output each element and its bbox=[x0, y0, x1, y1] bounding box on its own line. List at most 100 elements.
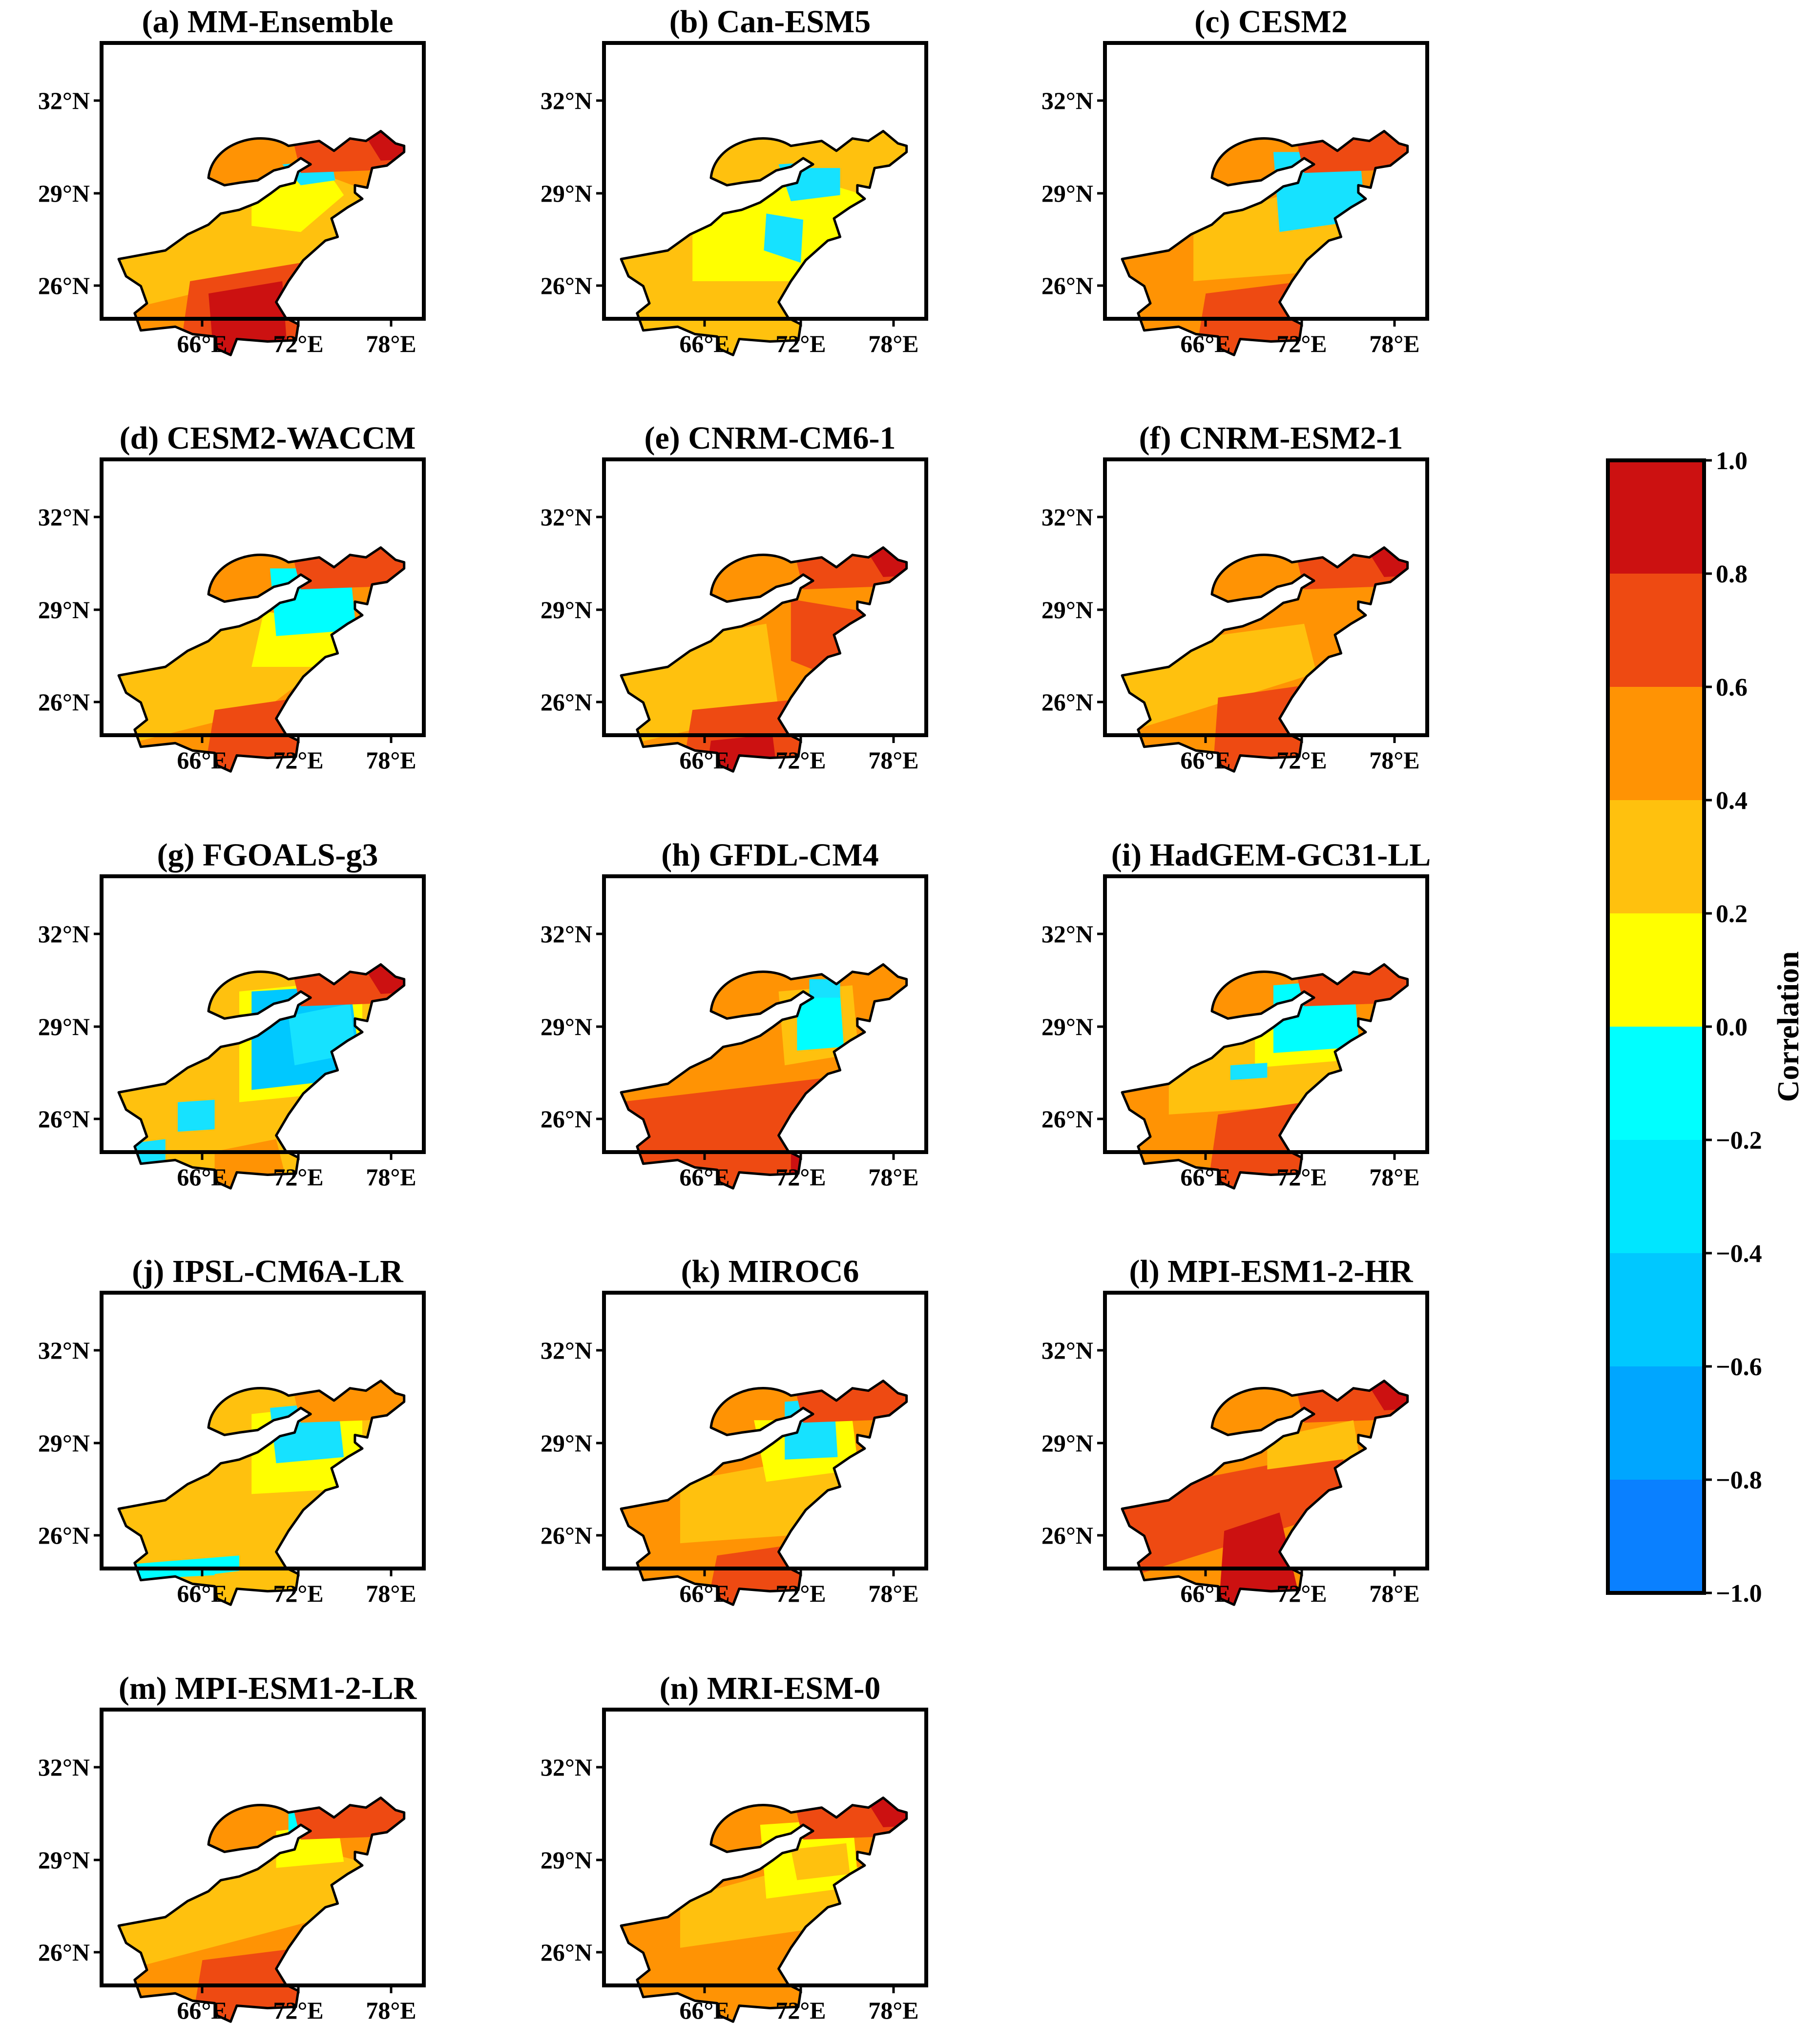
panel-title: (a) MM-Ensemble bbox=[142, 4, 393, 40]
colorbar-band bbox=[1608, 574, 1704, 687]
map-frame-border bbox=[602, 1708, 928, 1987]
map-frame-border bbox=[100, 457, 426, 737]
lat-tick-label: 26°N bbox=[1041, 1522, 1093, 1549]
lat-tick-label: 32°N bbox=[1041, 920, 1093, 948]
map-frame-border bbox=[602, 41, 928, 321]
map-frame-border bbox=[602, 457, 928, 737]
panel-cnrm-esm2-1: (f) CNRM-ESM2-1 32°N 29°N 26°N 66°E 72°E 78°E bbox=[1041, 420, 1429, 774]
map-frame-border bbox=[602, 874, 928, 1154]
lon-tick-label: 66°E bbox=[177, 1580, 227, 1607]
correlation-region bbox=[764, 213, 803, 263]
lon-tick-label: 72°E bbox=[775, 1580, 826, 1607]
lon-tick-label: 66°E bbox=[1180, 746, 1230, 774]
lon-tick-label: 78°E bbox=[366, 330, 416, 357]
lat-tick-label: 32°N bbox=[541, 87, 592, 114]
map-frame-border bbox=[100, 41, 426, 321]
lat-tick-label: 29°N bbox=[1041, 1429, 1093, 1457]
lon-tick-label: 72°E bbox=[775, 1997, 826, 2024]
lat-tick-label: 26°N bbox=[1041, 1105, 1093, 1133]
colorbar-band bbox=[1608, 687, 1704, 800]
colorbar-tick-label: 0.4 bbox=[1716, 787, 1748, 815]
lat-tick-label: 29°N bbox=[38, 1429, 90, 1457]
correlation-region bbox=[178, 1099, 215, 1132]
lat-tick-label: 26°N bbox=[541, 272, 592, 299]
correlation-region bbox=[1359, 1381, 1408, 1411]
lon-tick-label: 66°E bbox=[1180, 1580, 1230, 1607]
lon-tick-label: 78°E bbox=[868, 1580, 918, 1607]
colorbar-tick-label: −0.4 bbox=[1716, 1240, 1762, 1268]
lat-tick-label: 29°N bbox=[541, 1013, 592, 1040]
lat-tick-label: 29°N bbox=[38, 1013, 90, 1040]
lon-tick-label: 78°E bbox=[366, 746, 416, 774]
lon-tick-label: 72°E bbox=[1276, 1163, 1327, 1191]
correlation-region bbox=[803, 145, 907, 168]
map-frame-border bbox=[100, 1291, 426, 1570]
colorbar-tick-label: −1.0 bbox=[1716, 1580, 1762, 1608]
lat-tick-label: 29°N bbox=[1041, 180, 1093, 207]
lon-tick-label: 66°E bbox=[177, 746, 227, 774]
correlation-region bbox=[356, 131, 404, 161]
lon-tick-label: 78°E bbox=[366, 1580, 416, 1607]
lat-tick-label: 29°N bbox=[541, 180, 592, 207]
lat-tick-label: 32°N bbox=[38, 1337, 90, 1364]
panel-title: (g) FGOALS-g3 bbox=[157, 837, 378, 873]
lon-tick-label: 78°E bbox=[868, 330, 918, 357]
lat-tick-label: 26°N bbox=[541, 1522, 592, 1549]
panel-title: (k) MIROC6 bbox=[681, 1254, 859, 1289]
lon-tick-label: 66°E bbox=[177, 330, 227, 357]
lon-tick-label: 72°E bbox=[273, 746, 323, 774]
correlation-region bbox=[797, 994, 844, 1051]
lon-tick-label: 72°E bbox=[1276, 330, 1327, 357]
panel-title: (h) GFDL-CM4 bbox=[661, 837, 878, 873]
colorbar-tick-label: 0.8 bbox=[1716, 560, 1748, 588]
lat-tick-label: 26°N bbox=[1041, 688, 1093, 716]
lon-tick-label: 66°E bbox=[177, 1997, 227, 2024]
lon-tick-label: 72°E bbox=[273, 1163, 323, 1191]
lat-tick-label: 32°N bbox=[38, 87, 90, 114]
lat-tick-label: 26°N bbox=[38, 1522, 90, 1549]
lon-tick-label: 72°E bbox=[1276, 746, 1327, 774]
panel-title: (l) MPI-ESM1-2-HR bbox=[1129, 1254, 1413, 1289]
colorbar-tick-label: 0.6 bbox=[1716, 674, 1748, 702]
lat-tick-label: 32°N bbox=[541, 920, 592, 948]
correlation-region bbox=[858, 547, 907, 578]
panel-title: (i) HadGEM-GC31-LL bbox=[1111, 837, 1431, 873]
map-frame-border bbox=[100, 1708, 426, 1987]
lon-tick-label: 72°E bbox=[775, 1163, 826, 1191]
panel-cnrm-cm6-1: (e) CNRM-CM6-1 32°N 29°N 26°N 66°E 72°E 78°E bbox=[541, 420, 928, 774]
colorbar-title: Correlation bbox=[1772, 951, 1805, 1102]
lon-tick-label: 78°E bbox=[366, 1163, 416, 1191]
panel-can-esm5: (b) Can-ESM5 32°N 29°N 26°N 66°E 72°E 78°E bbox=[541, 4, 928, 357]
map-frame-border bbox=[1103, 1291, 1429, 1570]
lat-tick-label: 26°N bbox=[38, 688, 90, 716]
colorbar-band bbox=[1608, 913, 1704, 1027]
lat-tick-label: 26°N bbox=[38, 272, 90, 299]
correlation-region bbox=[1230, 1063, 1268, 1080]
lon-tick-label: 66°E bbox=[1180, 330, 1230, 357]
panel-title: (e) CNRM-CM6-1 bbox=[645, 420, 896, 456]
colorbar: 1.0 0.8 0.6 0.4 0.2 0.0 −0.2 −0.4 −0.6 −0.8 −1.0 C… bbox=[1606, 447, 1805, 1608]
correlation-region bbox=[858, 1797, 907, 1828]
panel-title: (f) CNRM-ESM2-1 bbox=[1139, 420, 1403, 456]
panel-mri-esm-0: (n) MRI-ESM-0 32°N 29°N 26°N 66°E 72°E 78°E bbox=[541, 1671, 928, 2024]
lat-tick-label: 32°N bbox=[541, 503, 592, 531]
lon-tick-label: 78°E bbox=[1369, 1580, 1419, 1607]
colorbar-band bbox=[1608, 1366, 1704, 1480]
lat-tick-label: 29°N bbox=[38, 596, 90, 623]
map-frame-border bbox=[602, 1291, 928, 1570]
colorbar-band bbox=[1608, 1027, 1704, 1140]
lat-tick-label: 32°N bbox=[1041, 503, 1093, 531]
colorbar-band bbox=[1608, 800, 1704, 913]
colorbar-tick-label: 0.0 bbox=[1716, 1013, 1748, 1041]
lat-tick-label: 26°N bbox=[541, 1939, 592, 1966]
panel-title: (c) CESM2 bbox=[1194, 4, 1347, 40]
lon-tick-label: 78°E bbox=[868, 746, 918, 774]
lat-tick-label: 32°N bbox=[38, 920, 90, 948]
lon-tick-label: 78°E bbox=[868, 1997, 918, 2024]
lon-tick-label: 66°E bbox=[679, 1163, 729, 1191]
colorbar-band bbox=[1608, 1140, 1704, 1253]
correlation-region bbox=[791, 1843, 850, 1880]
lat-tick-label: 26°N bbox=[541, 1105, 592, 1133]
lat-tick-label: 29°N bbox=[541, 596, 592, 623]
